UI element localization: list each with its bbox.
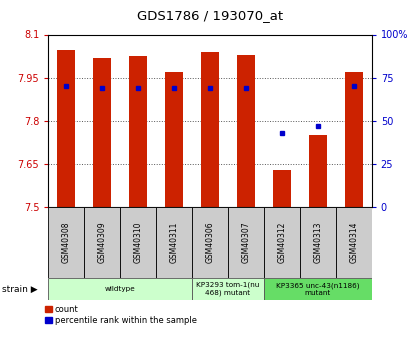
Bar [48, 207, 84, 278]
Text: strain ▶: strain ▶ [2, 284, 38, 294]
Bar [192, 207, 228, 278]
Text: GSM40307: GSM40307 [241, 221, 250, 263]
Text: KP3293 tom-1(nu
468) mutant: KP3293 tom-1(nu 468) mutant [196, 282, 260, 296]
Bar [48, 278, 192, 300]
Bar [93, 58, 111, 207]
Text: GDS1786 / 193070_at: GDS1786 / 193070_at [137, 9, 283, 22]
Text: GSM40310: GSM40310 [134, 221, 143, 263]
Text: GSM40312: GSM40312 [277, 222, 286, 263]
Bar [228, 207, 264, 278]
Bar [201, 52, 219, 207]
Bar [237, 55, 255, 207]
Bar [264, 207, 300, 278]
Bar [84, 207, 120, 278]
Bar [273, 170, 291, 207]
Text: GSM40314: GSM40314 [349, 221, 358, 263]
Bar [57, 50, 75, 207]
Text: wildtype: wildtype [105, 286, 136, 292]
Text: GSM40306: GSM40306 [205, 221, 215, 263]
Bar [300, 207, 336, 278]
Text: GSM40308: GSM40308 [62, 221, 71, 263]
Bar [120, 207, 156, 278]
Text: KP3365 unc-43(n1186)
mutant: KP3365 unc-43(n1186) mutant [276, 282, 360, 296]
Bar [336, 207, 372, 278]
Bar [156, 207, 192, 278]
Text: GSM40311: GSM40311 [170, 222, 178, 263]
Legend: count, percentile rank within the sample: count, percentile rank within the sample [44, 304, 198, 326]
Bar [165, 72, 183, 207]
Bar [192, 278, 264, 300]
Bar [264, 278, 372, 300]
Text: GSM40309: GSM40309 [98, 221, 107, 263]
Bar [345, 72, 363, 207]
Text: GSM40313: GSM40313 [313, 221, 322, 263]
Bar [129, 56, 147, 207]
Bar [309, 135, 327, 207]
